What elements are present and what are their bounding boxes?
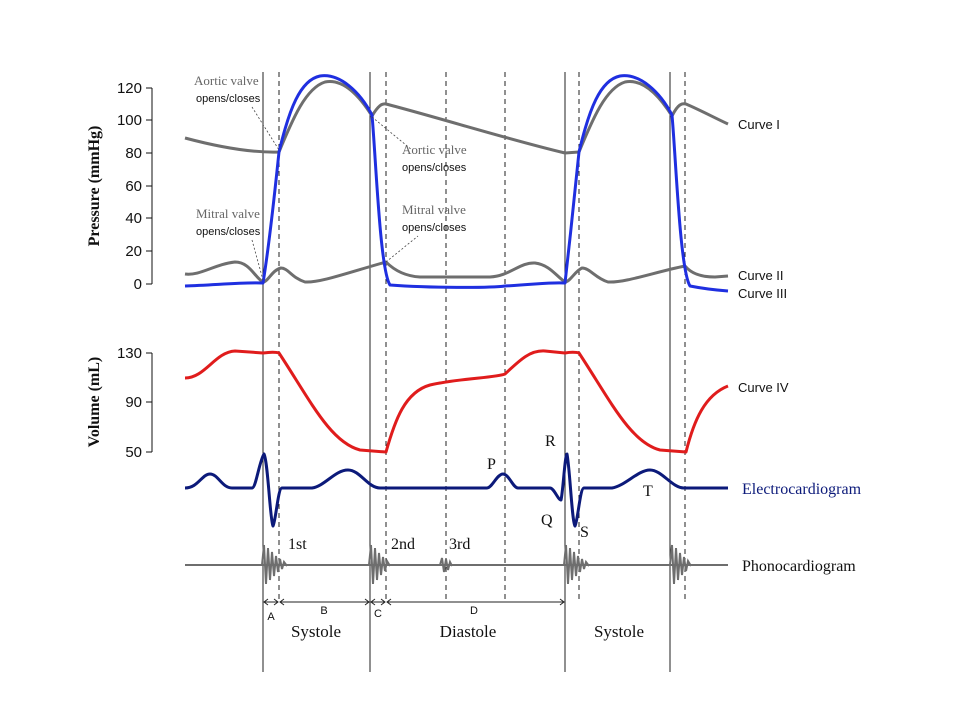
mitral-valve-annotation-2-sub: opens/closes: [402, 222, 467, 234]
arrowhead: [273, 598, 279, 606]
phonocardiogram: [185, 544, 728, 585]
ecg-wave-p: P: [487, 456, 496, 473]
phono-burst-second: [368, 544, 391, 585]
phase-lines-dashed: [278, 72, 686, 602]
arrowhead: [386, 598, 392, 606]
aortic-valve-annotation-1-sub: opens/closes: [196, 93, 261, 105]
volume-tick-label: 130: [117, 345, 142, 362]
curve-1-aortic-pressure: [184, 80, 729, 155]
aortic-valve-annotation-2-sub: opens/closes: [402, 162, 467, 174]
segment-a-label: A: [267, 611, 275, 623]
phase-systole-1: Systole: [291, 622, 341, 641]
pressure-tick-label: 60: [125, 178, 142, 195]
heart-sound-third: 3rd: [449, 536, 470, 553]
annotation-leader: [251, 239, 264, 281]
curve-3-label: Curve III: [738, 286, 787, 301]
pressure-tick-label: 80: [125, 145, 142, 162]
arrowhead: [279, 598, 285, 606]
pressure-axis-title: Pressure (mmHg): [86, 126, 103, 247]
phono-burst-first: [261, 544, 288, 585]
volume-axis-title: Volume (mL): [86, 357, 103, 448]
curve-2-label: Curve II: [738, 268, 784, 283]
heart-sound-first: 1st: [288, 536, 307, 553]
ecg-label: Electrocardiogram: [742, 481, 862, 498]
annotation-leader: [385, 235, 419, 263]
segment-b-label: B: [320, 605, 327, 617]
aortic-valve-annotation-2: Aortic valve: [402, 142, 467, 157]
curve-4-label: Curve IV: [738, 380, 789, 395]
arrowhead: [559, 598, 565, 606]
phase-diastole: Diastole: [440, 622, 497, 641]
pressure-tick-label: 20: [125, 243, 142, 260]
aortic-valve-annotation-1: Aortic valve: [194, 73, 259, 88]
segment-d-label: D: [470, 605, 478, 617]
volume-tick-label: 90: [125, 394, 142, 411]
pressure-tick-label: 100: [117, 112, 142, 129]
phase-lines: [262, 72, 671, 672]
ecg-wave-r: R: [545, 433, 556, 450]
mitral-valve-annotation-1-sub: opens/closes: [196, 226, 261, 238]
arrowhead: [263, 598, 269, 606]
ecg-wave-s: S: [580, 524, 589, 541]
pressure-axis: 120 100 80 60 40 20 0 Pressure (mmHg): [86, 80, 153, 293]
phase-systole-2: Systole: [594, 622, 644, 641]
mitral-valve-annotation-2: Mitral valve: [402, 202, 466, 217]
phono-burst-third: [439, 557, 453, 573]
curve-3-ventricular-pressure: [184, 74, 729, 293]
curve-4-ventricular-volume: [184, 349, 729, 454]
volume-tick-label: 50: [125, 444, 142, 461]
ecg-wave-t: T: [643, 483, 653, 500]
phono-burst-second-2: [669, 544, 692, 585]
valve-annotations: Aortic valve opens/closes Mitral valve o…: [194, 73, 467, 281]
annotation-leader: [251, 106, 280, 151]
arrowhead: [380, 598, 386, 606]
segment-c-label: C: [374, 608, 382, 620]
mitral-valve-annotation-1: Mitral valve: [196, 206, 260, 221]
pressure-tick-label: 0: [134, 276, 142, 293]
ecg-wave-q: Q: [541, 512, 553, 529]
pressure-tick-label: 40: [125, 210, 142, 227]
phono-label: Phonocardiogram: [742, 558, 856, 575]
ecg-trace: [184, 452, 728, 528]
arrowhead: [364, 598, 370, 606]
volume-axis: 130 90 50 Volume (mL): [86, 345, 153, 461]
interval-arrows: [263, 598, 565, 606]
pressure-tick-label: 120: [117, 80, 142, 97]
annotation-leader: [371, 116, 413, 151]
arrowhead: [370, 598, 376, 606]
phono-burst-first-2: [563, 544, 590, 585]
heart-sound-second: 2nd: [391, 536, 415, 553]
curve-1-label: Curve I: [738, 117, 780, 132]
